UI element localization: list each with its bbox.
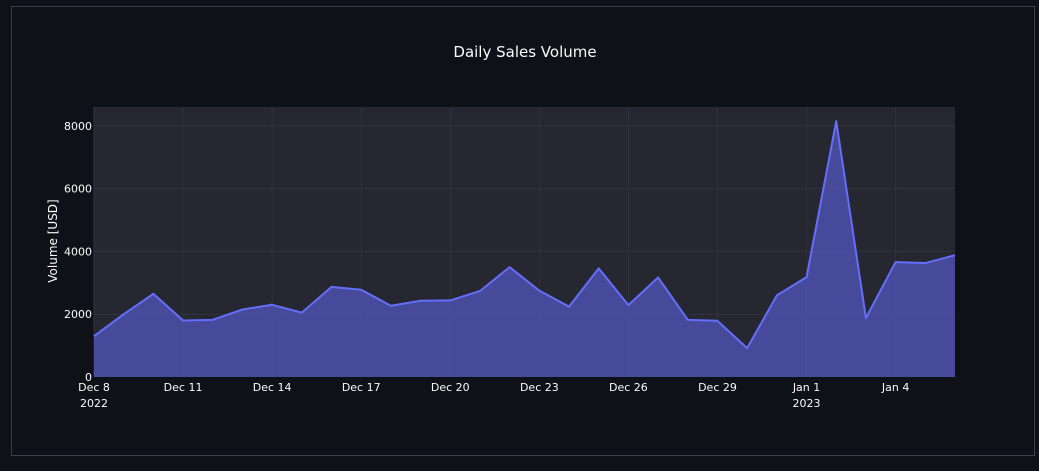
data-point — [211, 318, 215, 322]
x-tick-label: Dec 29 — [698, 381, 737, 394]
data-point — [330, 285, 334, 289]
data-point — [626, 303, 630, 307]
data-point — [597, 266, 601, 270]
data-point — [745, 346, 749, 350]
x-tick-label: Jan 1 — [792, 381, 820, 394]
data-point — [508, 265, 512, 269]
x-tick-label: Jan 4 — [881, 381, 909, 394]
x-tick-year-label: 2023 — [793, 397, 821, 410]
x-tick-label: Dec 26 — [609, 381, 648, 394]
chart-title: Daily Sales Volume — [453, 43, 596, 61]
data-point — [270, 303, 274, 307]
x-tick-year-label: 2022 — [80, 397, 108, 410]
x-tick-label: Dec 20 — [431, 381, 470, 394]
x-axis-ticks: Dec 8 2022 Dec 11 Dec 14 Dec 17 Dec 20 Dec 23 D… — [78, 381, 909, 410]
data-point — [715, 319, 719, 323]
x-tick-label: Dec 8 — [78, 381, 110, 394]
data-point — [389, 304, 393, 308]
data-point — [923, 261, 927, 265]
data-point — [775, 293, 779, 297]
data-point — [240, 308, 244, 312]
data-point — [181, 318, 185, 322]
y-tick-label: 8000 — [64, 120, 92, 133]
data-point — [92, 334, 96, 338]
data-point — [537, 289, 541, 293]
data-point — [864, 316, 868, 320]
area-fill — [94, 121, 955, 377]
data-point — [656, 275, 660, 279]
data-point — [894, 260, 898, 264]
data-point — [567, 305, 571, 309]
data-point — [448, 298, 452, 302]
x-tick-label: Dec 14 — [253, 381, 292, 394]
data-point — [151, 292, 155, 296]
series-line — [93, 120, 956, 350]
y-tick-label: 4000 — [64, 245, 92, 258]
x-tick-label: Dec 23 — [520, 381, 559, 394]
data-point — [478, 289, 482, 293]
y-tick-label: 0 — [85, 371, 92, 384]
data-point — [300, 311, 304, 315]
data-point — [419, 299, 423, 303]
data-point — [953, 253, 957, 257]
y-tick-label: 6000 — [64, 183, 92, 196]
data-point — [686, 318, 690, 322]
y-tick-label: 2000 — [64, 308, 92, 321]
x-tick-label: Dec 11 — [164, 381, 203, 394]
data-point — [834, 119, 838, 123]
x-tick-label: Dec 17 — [342, 381, 381, 394]
y-axis-label: Volume [USD] — [46, 199, 60, 282]
data-point — [359, 288, 363, 292]
data-point — [122, 312, 126, 316]
chart-container — [11, 6, 1035, 456]
y-axis-ticks: 0 2000 4000 6000 8000 — [64, 120, 92, 384]
data-point — [805, 275, 809, 279]
